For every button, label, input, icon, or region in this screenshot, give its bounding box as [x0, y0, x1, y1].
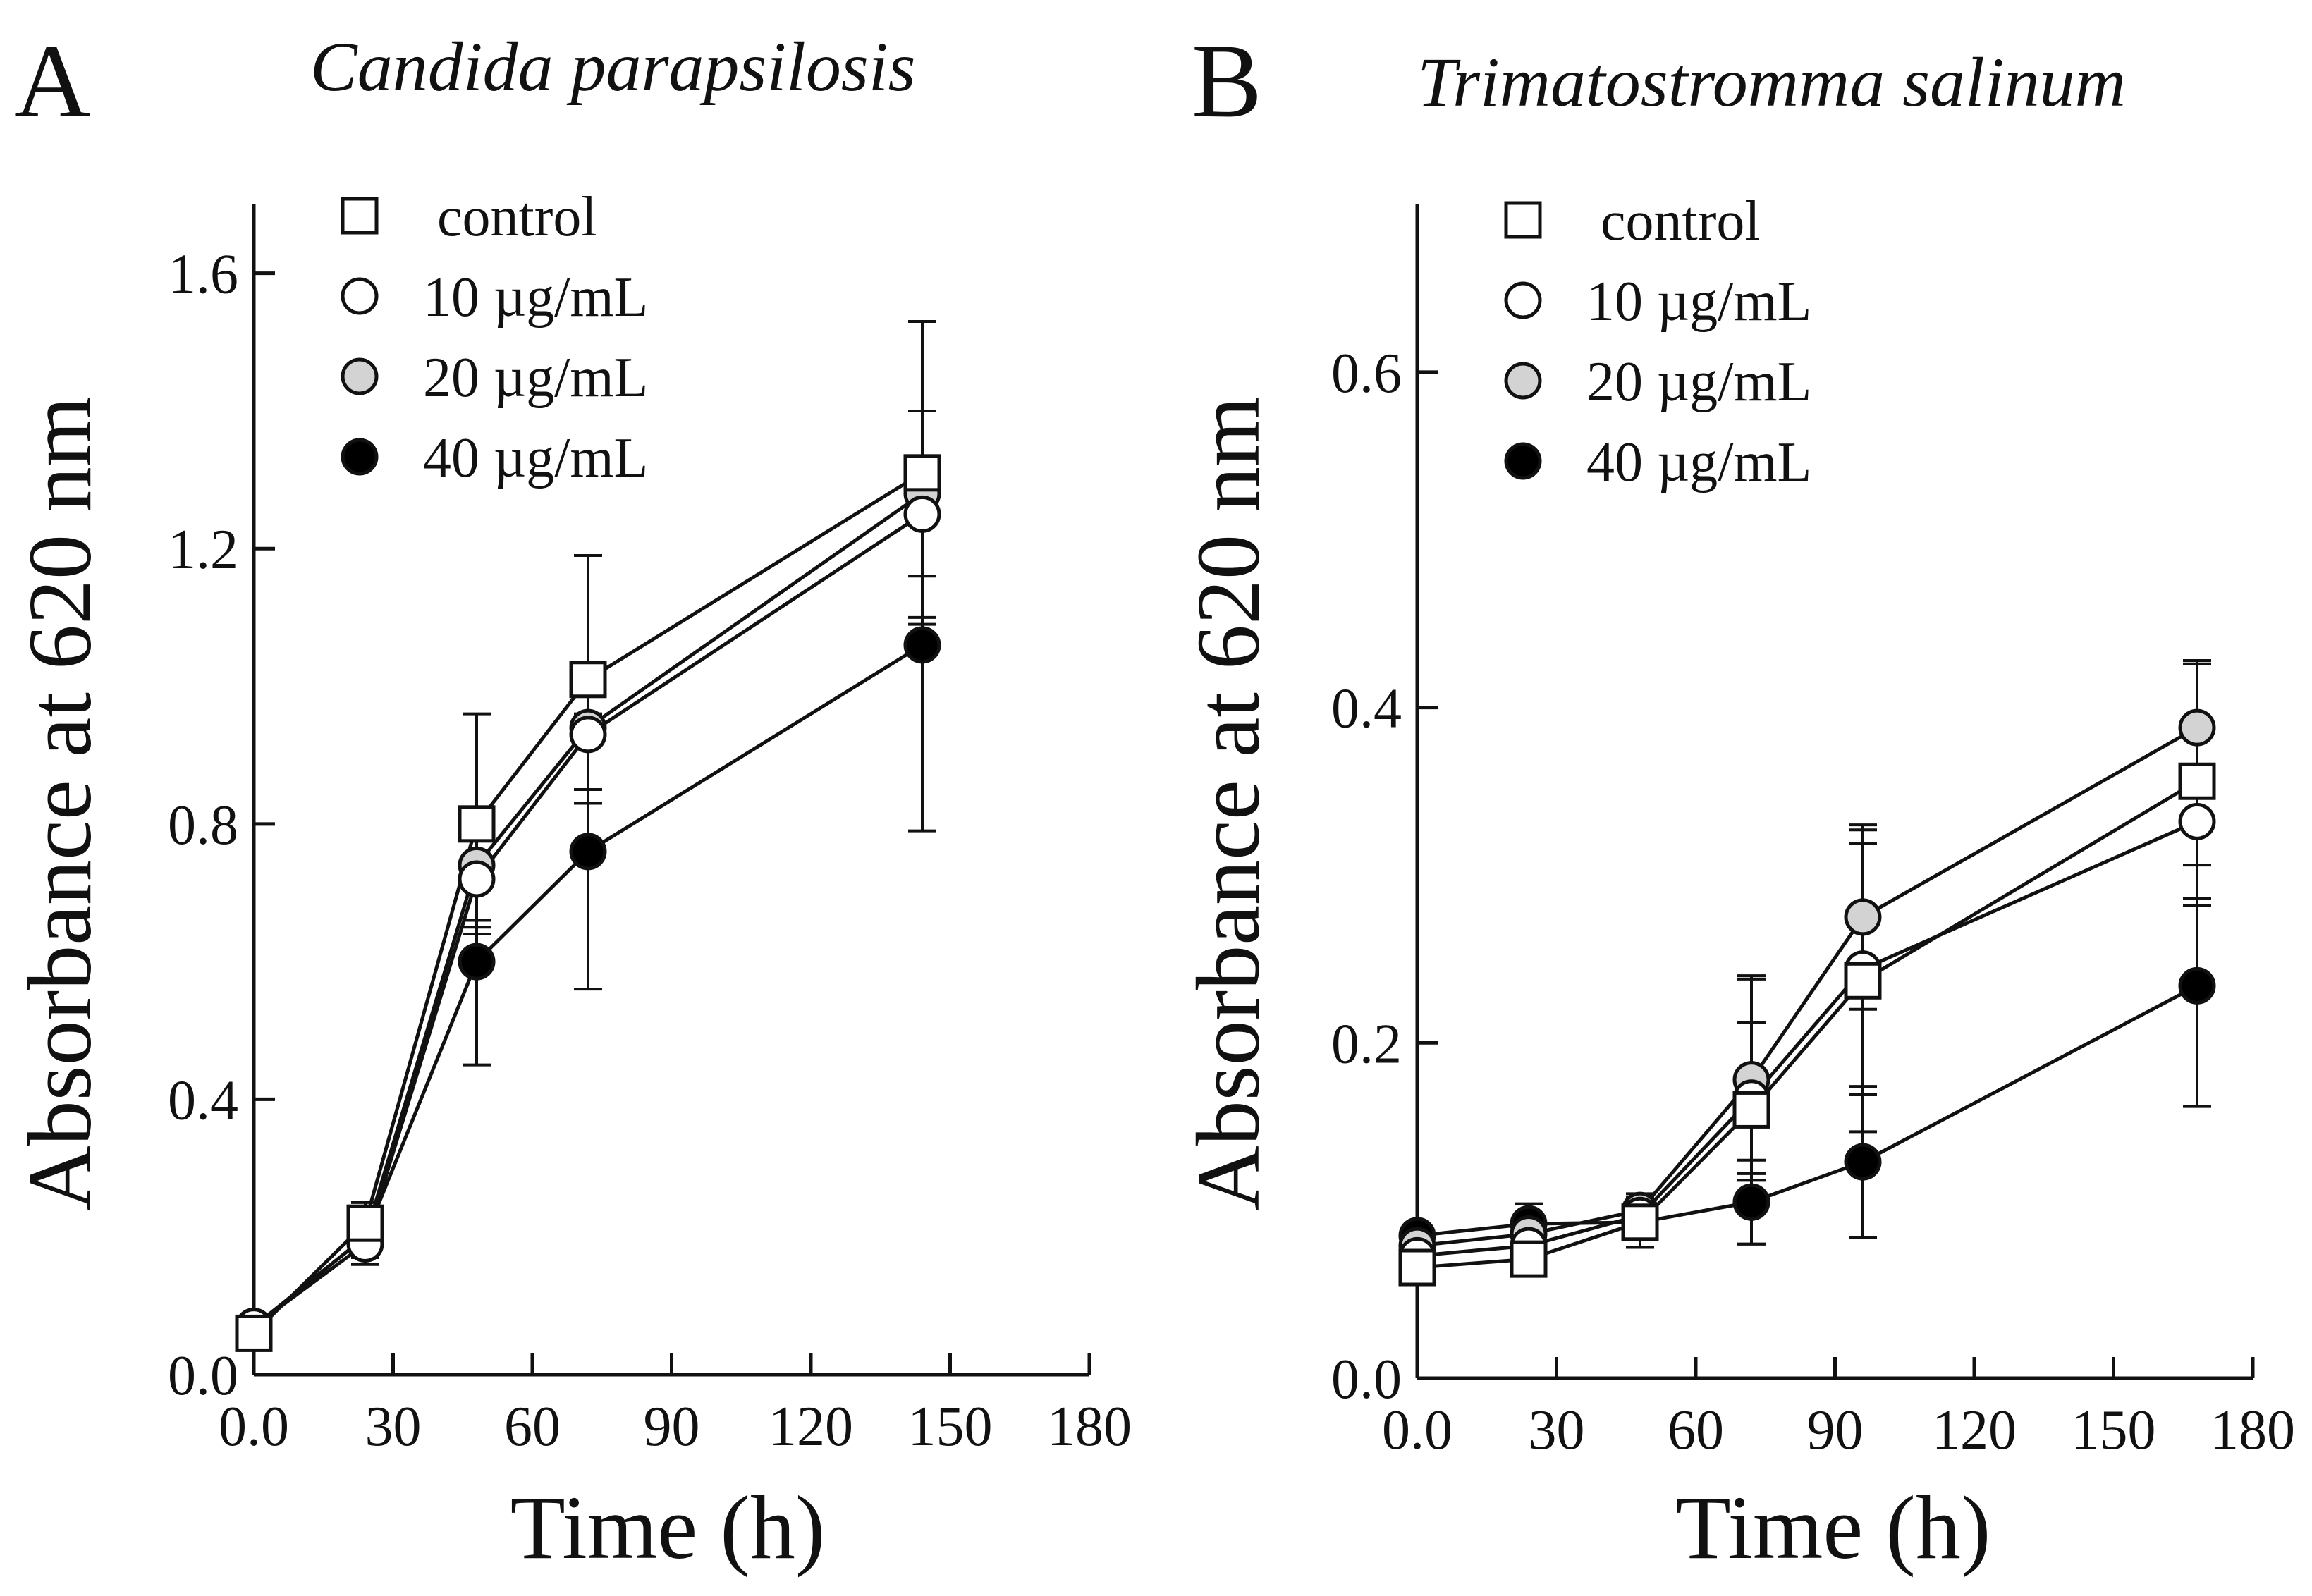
- point-10-ug-ml-a: [569, 716, 607, 754]
- point-20-ug-ml-b: [1844, 898, 1882, 936]
- y-tick-label-b: 0.0: [1331, 1349, 1402, 1411]
- y-tick-label-b: 0.6: [1331, 343, 1402, 405]
- x-tick-label-b: 30: [1529, 1399, 1585, 1461]
- legend-label-control-b: control: [1601, 190, 1761, 252]
- legend-marker-control-a: [341, 197, 379, 235]
- x-tick-label-a: 60: [504, 1396, 561, 1458]
- x-tick-label-b: 180: [2210, 1399, 2295, 1461]
- series-line-10-ug-ml-b: [1417, 820, 2198, 1258]
- point-control-a: [903, 454, 941, 492]
- plot-area-a: 0.0 0.4 0.8 1.2 1.6 0.0 30 60 90 120 150 180 control…: [168, 186, 1132, 1458]
- point-20-ug-ml-b: [2178, 708, 2216, 747]
- legend-label-20-ug-ml-b: 20 µg/mL: [1586, 351, 1811, 413]
- point-40-ug-ml-b: [2178, 966, 2216, 1005]
- point-10-ug-ml-b: [2178, 802, 2216, 840]
- y-tick-label-a: 0.0: [168, 1345, 238, 1407]
- point-40-ug-ml-a: [569, 833, 607, 871]
- y-tick-label-a: 1.2: [168, 519, 238, 581]
- point-control-a: [458, 805, 496, 843]
- point-control-b: [1398, 1248, 1436, 1287]
- legend-marker-20-ug-ml-a: [341, 357, 379, 395]
- point-control-a: [569, 661, 607, 699]
- point-10-ug-ml-a: [458, 860, 496, 898]
- point-control-a: [346, 1204, 384, 1242]
- legend-b: control 10 µg/mL 20 µg/mL 40 µg/mL: [1504, 190, 1811, 493]
- y-tick-label-a: 1.6: [168, 244, 238, 306]
- panel-letter-a: A: [14, 23, 90, 140]
- series-line-control-b: [1417, 780, 2198, 1270]
- x-axis-label-b: Time (h): [1676, 1478, 1991, 1578]
- x-tick-label-a: 150: [908, 1396, 993, 1458]
- y-tick-label-b: 0.4: [1331, 678, 1402, 740]
- panel-a: A Candida parapsilosis Absorbance at 620…: [10, 23, 1132, 1578]
- legend-marker-40-ug-ml-a: [341, 438, 379, 476]
- legend-label-40-ug-ml-a: 40 µg/mL: [423, 427, 648, 489]
- panel-title-a: Candida parapsilosis: [310, 27, 916, 106]
- point-40-ug-ml-b: [1844, 1143, 1882, 1181]
- y-tick-label-b: 0.2: [1331, 1013, 1402, 1075]
- point-10-ug-ml-a: [903, 495, 941, 533]
- legend-a: control 10 µg/mL 20 µg/mL 40 µg/mL: [341, 186, 648, 489]
- x-tick-label-a: 120: [769, 1396, 853, 1458]
- panel-b: B Trimatostromma salinum Absorbance at 6…: [1178, 23, 2295, 1578]
- legend-label-10-ug-ml-b: 10 µg/mL: [1586, 271, 1811, 333]
- y-tick-label-a: 0.4: [168, 1069, 238, 1131]
- y-axis-label-a: Absorbance at 620 nm: [10, 396, 110, 1210]
- legend-label-20-ug-ml-a: 20 µg/mL: [423, 347, 648, 409]
- legend-marker-20-ug-ml-b: [1504, 362, 1542, 400]
- series-line-20-ug-ml-b: [1417, 725, 2198, 1248]
- point-40-ug-ml-a: [903, 626, 941, 664]
- x-axis-label-a: Time (h): [510, 1478, 826, 1578]
- y-tick-label-a: 0.8: [168, 794, 238, 857]
- series-line-40-ug-ml-b: [1417, 984, 2198, 1238]
- legend-label-40-ug-ml-b: 40 µg/mL: [1586, 431, 1811, 493]
- panel-title-b: Trimatostromma salinum: [1417, 43, 2126, 121]
- legend-marker-10-ug-ml-a: [341, 277, 379, 315]
- point-40-ug-ml-b: [1732, 1183, 1770, 1221]
- point-control-b: [2178, 762, 2216, 800]
- point-control-b: [1732, 1091, 1770, 1129]
- point-control-a: [235, 1314, 273, 1352]
- x-tick-label-b: 120: [1932, 1399, 2017, 1461]
- x-tick-label-a: 90: [644, 1396, 700, 1458]
- x-tick-label-b: 0.0: [1382, 1399, 1452, 1461]
- legend-marker-10-ug-ml-b: [1504, 281, 1542, 319]
- x-tick-label-a: 180: [1047, 1396, 1132, 1458]
- x-tick-label-a: 0.0: [219, 1396, 289, 1458]
- legend-marker-40-ug-ml-b: [1504, 442, 1542, 480]
- x-tick-label-b: 90: [1807, 1399, 1864, 1461]
- point-control-b: [1844, 962, 1882, 1000]
- legend-marker-control-b: [1504, 201, 1542, 239]
- plot-area-b: 0.0 0.2 0.4 0.6 0.0 30 60 90 120 150 180 control 10 …: [1331, 190, 2295, 1461]
- point-40-ug-ml-a: [458, 943, 496, 981]
- y-axis-label-b: Absorbance at 620 nm: [1178, 396, 1278, 1210]
- x-tick-label-b: 150: [2072, 1399, 2156, 1461]
- x-tick-label-a: 30: [365, 1396, 422, 1458]
- legend-label-control-a: control: [437, 186, 597, 248]
- panel-letter-b: B: [1192, 23, 1262, 140]
- point-control-b: [1510, 1240, 1548, 1278]
- x-tick-label-b: 60: [1668, 1399, 1724, 1461]
- point-control-b: [1621, 1203, 1659, 1241]
- legend-label-10-ug-ml-a: 10 µg/mL: [423, 266, 648, 329]
